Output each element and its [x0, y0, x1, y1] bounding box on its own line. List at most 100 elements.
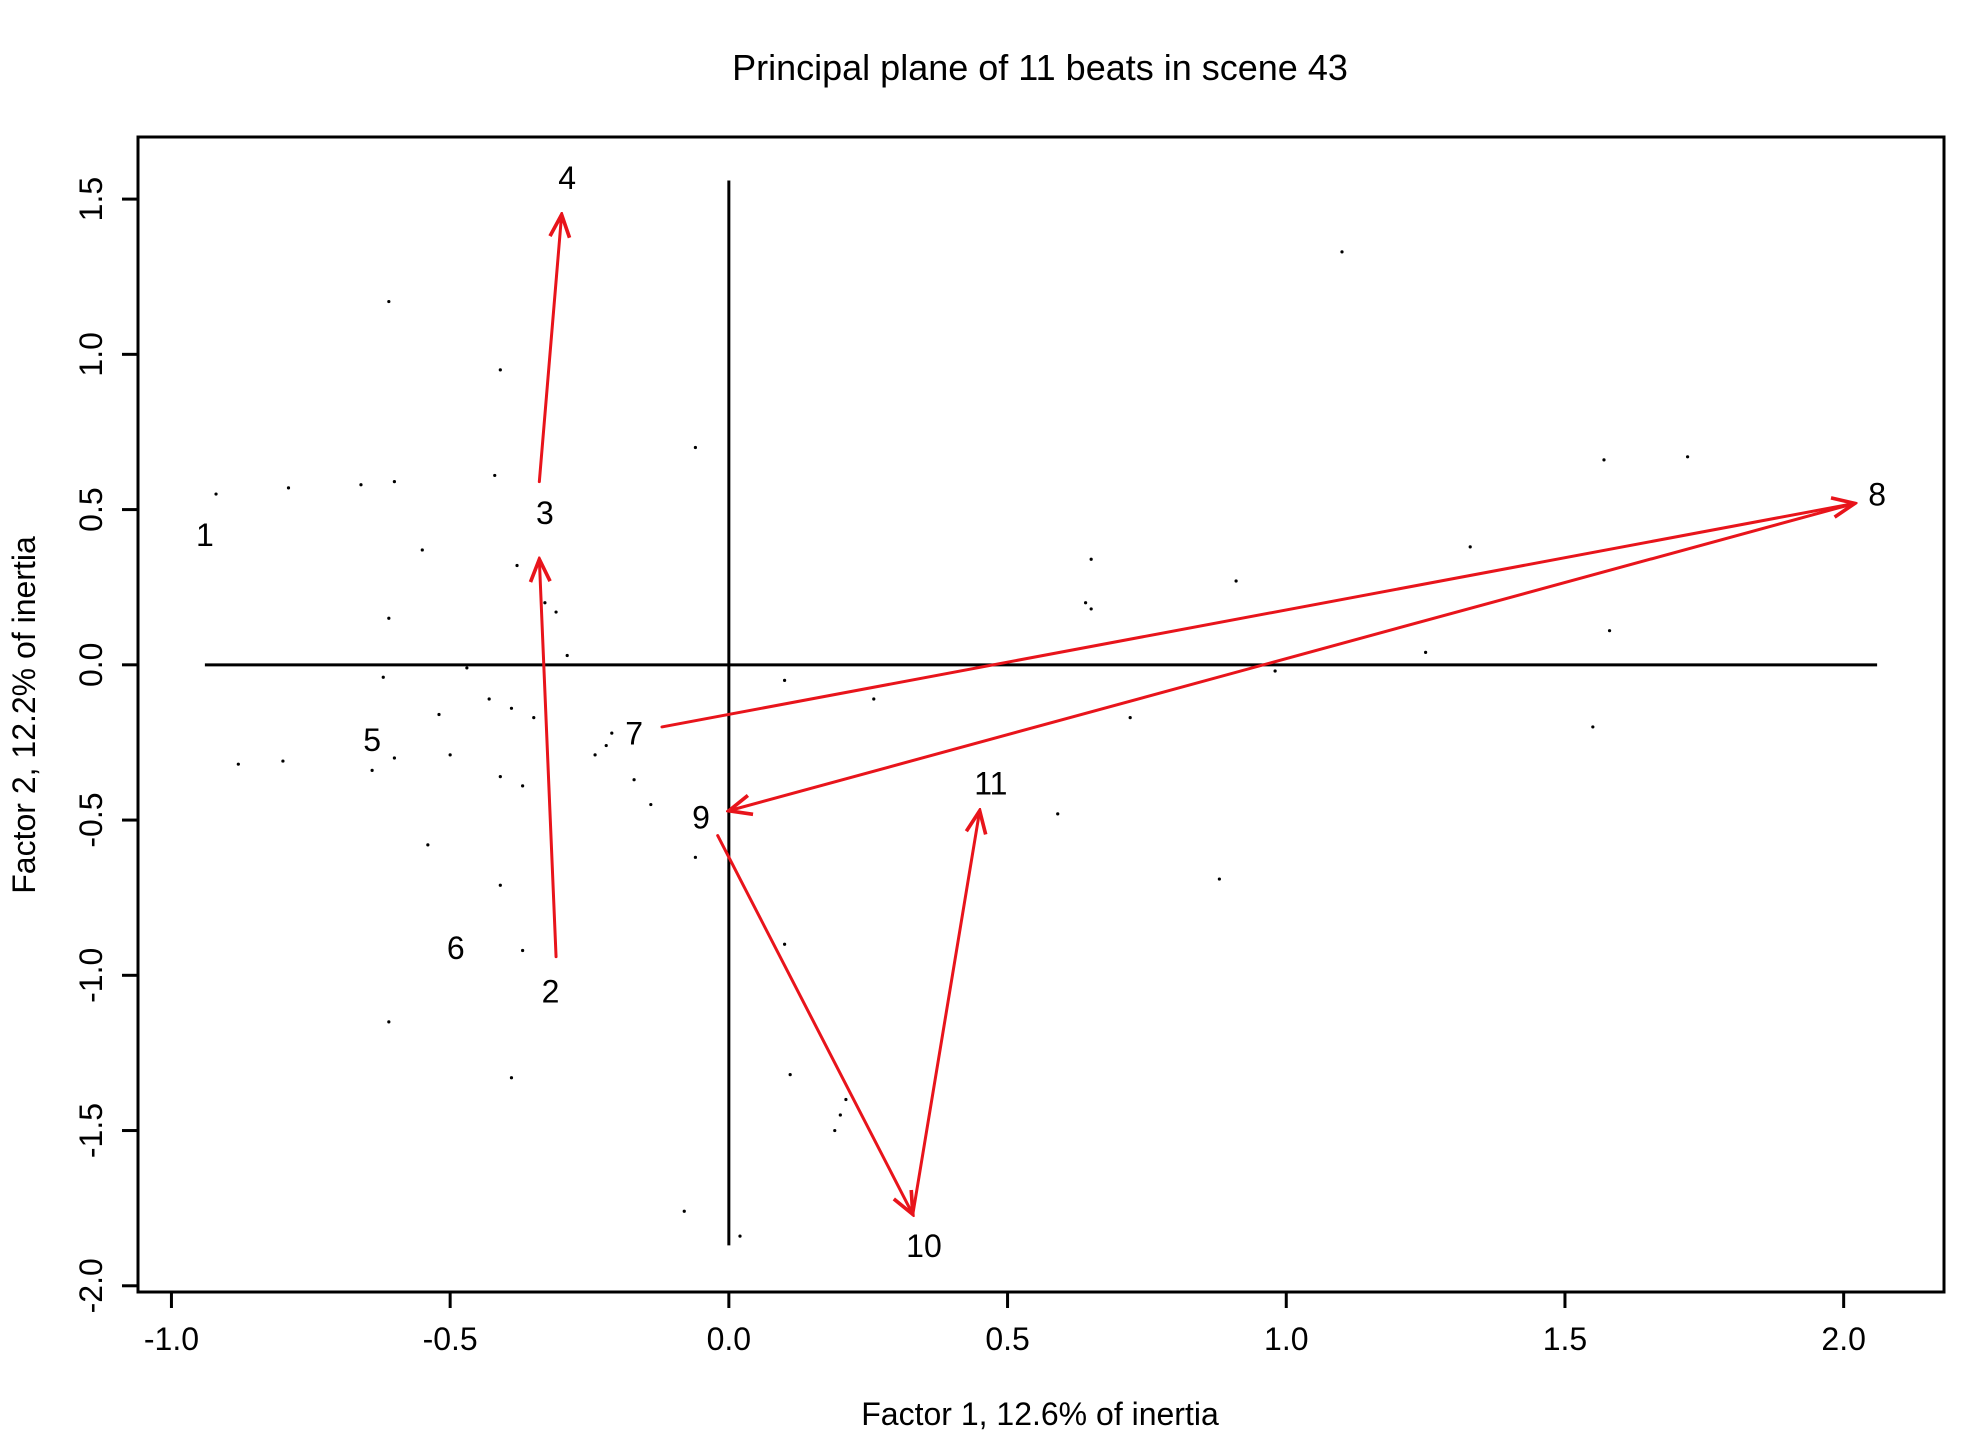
scatter-point: [515, 563, 519, 568]
beat-label: 7: [625, 716, 643, 752]
scatter-point: [649, 802, 653, 807]
y-tick-label: 0.0: [73, 643, 109, 687]
x-tick-label: -1.0: [144, 1321, 199, 1357]
reference-lines: [204, 180, 1878, 1246]
scatter-point: [1607, 629, 1612, 633]
scatter-point: [1083, 601, 1088, 605]
scatter-point: [838, 1113, 842, 1117]
scatter-point: [392, 480, 397, 484]
scatter-point: [782, 942, 787, 946]
scatter-point: [387, 616, 391, 620]
scatter-point: [521, 948, 525, 953]
scatter-point: [370, 768, 374, 772]
x-tick-label: 1.0: [1264, 1321, 1308, 1357]
scatter-point: [833, 1128, 837, 1133]
scatter-point: [498, 774, 502, 779]
y-axis: -2.0 -1.5 -1.0 -0.5 0.0 0.5 1.0 1.5: [73, 177, 140, 1313]
scatter-point: [381, 675, 385, 679]
scatter-point: [1128, 716, 1132, 720]
chart-title: Principal plane of 11 beats in scene 43: [732, 47, 1348, 88]
scatter-point: [214, 492, 218, 496]
trajectory-arrow: [660, 503, 1855, 729]
x-axis-label: Factor 1, 12.6% of inertia: [861, 1396, 1219, 1432]
scatter-point: [448, 753, 452, 757]
beat-label: 3: [536, 495, 554, 531]
scatter-point: [682, 1209, 686, 1213]
scatter-point: [281, 759, 285, 763]
scatter-point: [1089, 607, 1093, 611]
scatter-point: [1273, 669, 1277, 673]
scatter-point: [487, 697, 491, 701]
y-tick-label: 1.0: [73, 332, 109, 376]
scatter-point: [632, 778, 636, 782]
scatter-point: [509, 706, 514, 710]
scatter-point: [604, 743, 608, 748]
scatter-point: [1424, 650, 1428, 655]
scatter-point: [1217, 877, 1221, 881]
beat-label: 1: [196, 517, 214, 553]
scatter-point: [498, 368, 502, 372]
scatter-point: [420, 548, 424, 552]
scatter-point: [1602, 458, 1606, 462]
scatter-point: [693, 445, 698, 450]
scatter-points: [214, 250, 1690, 1238]
plot-frame: [136, 135, 1946, 1294]
x-tick-label: 0.5: [985, 1321, 1029, 1357]
scatter-point: [872, 697, 876, 701]
scatter-point: [1591, 725, 1595, 729]
scatter-point: [465, 666, 469, 670]
scatter-point: [1340, 250, 1344, 254]
y-tick-label: 0.5: [73, 487, 109, 531]
trajectory-arrow: [539, 559, 558, 959]
scatter-point: [844, 1097, 848, 1102]
y-tick-label: -0.5: [73, 792, 109, 847]
scatter-point: [236, 762, 240, 766]
scatter-point: [543, 601, 547, 605]
beat-label: 11: [974, 765, 1007, 801]
beat-label: 6: [447, 930, 465, 966]
scatter-point: [593, 753, 597, 757]
beat-labels: 1 2 3 4 5 6 7 8 9 10 11: [196, 160, 1886, 1264]
scatter-point: [1685, 455, 1690, 459]
scatter-point: [426, 843, 430, 847]
scatter-point: [554, 610, 558, 614]
scatter-point: [387, 299, 391, 304]
scatter-point: [286, 486, 291, 490]
trajectory-arrows: [539, 215, 1854, 1215]
scatter-point: [1234, 579, 1238, 583]
scatter-point: [521, 784, 525, 788]
x-tick-label: -0.5: [423, 1321, 478, 1357]
scatter-point: [610, 731, 614, 735]
y-tick-label: -2.0: [73, 1258, 109, 1313]
beat-label: 10: [906, 1228, 942, 1264]
scatter-point: [493, 473, 497, 478]
beat-label: 5: [363, 722, 381, 758]
x-tick-label: 1.5: [1543, 1321, 1587, 1357]
y-tick-label: -1.5: [73, 1103, 109, 1158]
scatter-point: [498, 883, 502, 887]
scatter-point: [392, 756, 397, 760]
scatter-point: [738, 1234, 742, 1238]
y-axis-label: Factor 2, 12.2% of inertia: [6, 536, 42, 894]
scatter-point: [359, 483, 363, 487]
scatter-point: [437, 712, 441, 717]
trajectory-arrow: [729, 501, 1857, 810]
scatter-point: [1468, 545, 1472, 549]
trajectory-arrow: [716, 834, 913, 1215]
y-tick-label: -1.0: [73, 948, 109, 1003]
scatter-point: [509, 1076, 514, 1080]
trajectory-arrow: [537, 215, 561, 484]
scatter-point: [1089, 557, 1093, 561]
scatter-point: [788, 1073, 792, 1077]
scatter-point: [387, 1020, 391, 1024]
scatter-point: [532, 716, 536, 720]
x-axis: -1.0 -0.5 0.0 0.5 1.0 1.5 2.0: [144, 1290, 1866, 1357]
x-tick-label: 0.0: [707, 1321, 751, 1357]
scatter-point: [1056, 812, 1060, 816]
y-tick-label: 1.5: [73, 177, 109, 221]
trajectory-arrow: [911, 811, 980, 1216]
beat-label: 4: [558, 160, 576, 196]
beat-label: 8: [1868, 477, 1886, 513]
beat-label: 2: [542, 973, 560, 1009]
